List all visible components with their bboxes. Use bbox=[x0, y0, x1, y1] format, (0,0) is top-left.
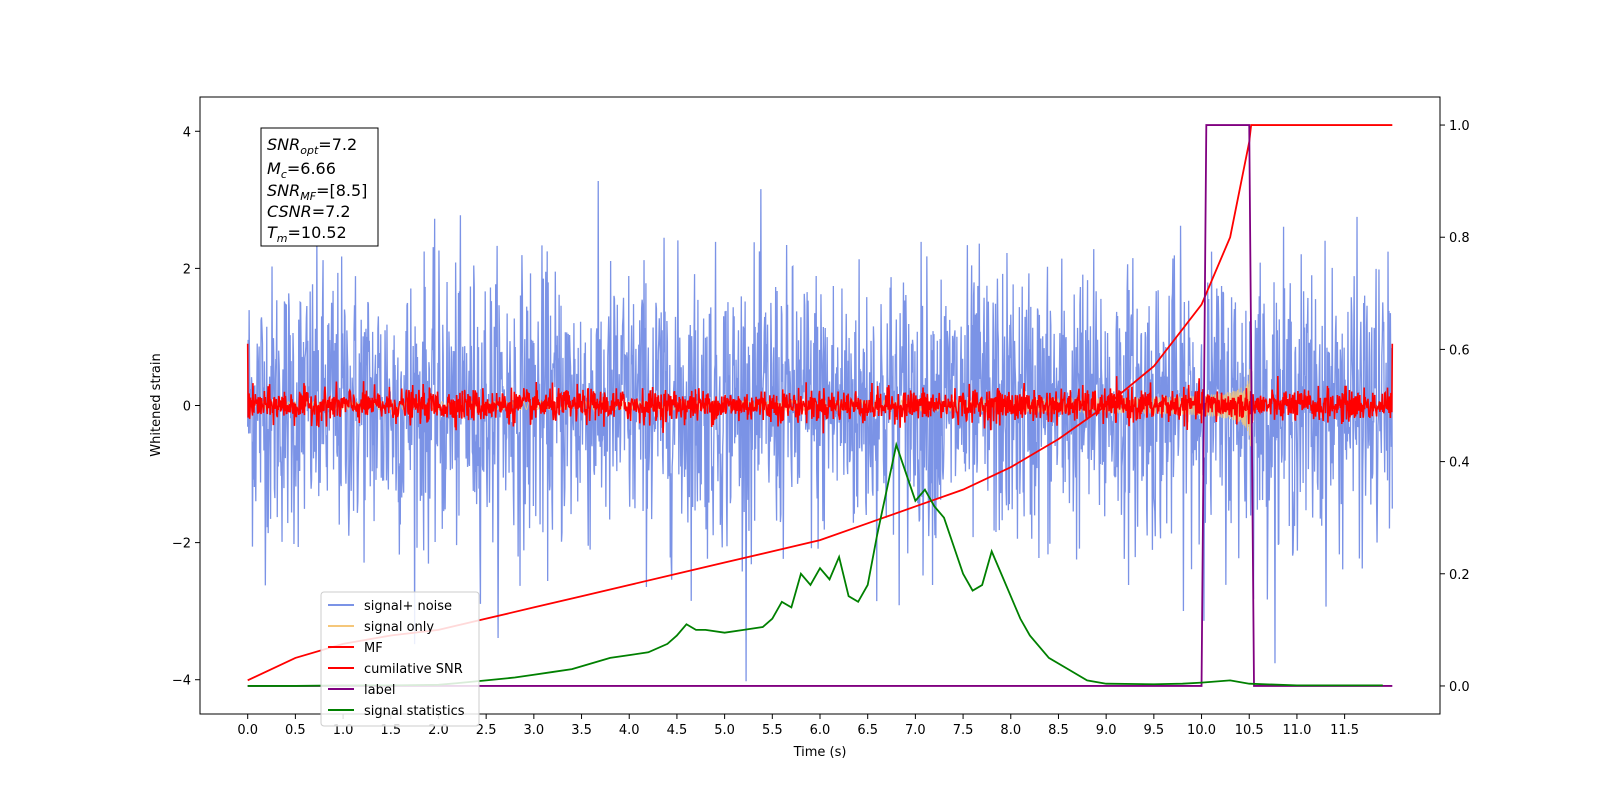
info-mc-sub: c bbox=[281, 168, 287, 181]
legend-entry: MF bbox=[364, 641, 383, 656]
x-tick-label: 9.5 bbox=[1144, 723, 1165, 738]
x-tick-label: 2.5 bbox=[476, 723, 497, 738]
y-tick-label: 0 bbox=[183, 400, 191, 415]
x-tick-label: 3.0 bbox=[524, 723, 545, 738]
legend: signal+ noise signal only MF cumilative SNR… bbox=[320, 591, 480, 727]
info-csnr: CSNR=7.2 bbox=[267, 202, 351, 221]
x-tick-label: 6.5 bbox=[857, 723, 878, 738]
x-tick-label: 10.5 bbox=[1235, 723, 1264, 738]
x-tick-label: 1.0 bbox=[333, 723, 354, 738]
x-tick-label: 8.5 bbox=[1048, 723, 1069, 738]
y-right-tick-label: 0.8 bbox=[1449, 231, 1470, 246]
x-tick-label: 1.5 bbox=[380, 723, 401, 738]
series-line-mf bbox=[246, 343, 1394, 434]
info-mc-base: M bbox=[267, 159, 281, 178]
info-snr-opt-value: =7.2 bbox=[318, 135, 357, 154]
info-snr-mf-value: =[8.5] bbox=[316, 181, 367, 200]
x-tick-label: 5.5 bbox=[762, 723, 783, 738]
x-tick-label: 11.5 bbox=[1330, 723, 1359, 738]
y-right-tick-label: 0.4 bbox=[1449, 456, 1470, 471]
y-tick-label: −2 bbox=[172, 537, 191, 552]
info-tm-base: T bbox=[267, 223, 278, 242]
info-snr-mf-base: SNR bbox=[267, 181, 300, 200]
x-tick-label: 3.5 bbox=[571, 723, 592, 738]
info-snr-mf: SNRMF=[8.5] bbox=[267, 181, 367, 203]
info-snr-opt-base: SNR bbox=[267, 135, 300, 154]
info-snr-opt-sub: opt bbox=[300, 144, 319, 157]
x-tick-label: 4.0 bbox=[619, 723, 640, 738]
x-tick-label: 5.0 bbox=[714, 723, 735, 738]
x-tick-label: 11.0 bbox=[1282, 723, 1311, 738]
x-tick-label: 7.0 bbox=[905, 723, 926, 738]
y-right-tick-label: 0.0 bbox=[1449, 680, 1470, 695]
info-mc: Mc=6.66 bbox=[267, 159, 336, 181]
legend-entry: signal only bbox=[364, 620, 434, 635]
x-tick-label: 8.0 bbox=[1000, 723, 1021, 738]
y-axis-left: −4 −2 0 2 4 bbox=[172, 125, 200, 689]
y-axis-label: Whitened strain bbox=[149, 353, 164, 456]
x-tick-label: 0.0 bbox=[237, 723, 258, 738]
info-tm-sub: m bbox=[277, 232, 288, 245]
x-tick-label: 9.0 bbox=[1096, 723, 1117, 738]
series-line-signal-statistics bbox=[247, 441, 1383, 687]
info-tm-value: =10.52 bbox=[288, 223, 347, 242]
y-tick-label: −4 bbox=[172, 674, 191, 689]
info-mc-value: =6.66 bbox=[287, 159, 336, 178]
info-box-frame bbox=[260, 127, 379, 247]
info-csnr-value: =7.2 bbox=[312, 202, 351, 221]
info-csnr-base: CSNR bbox=[267, 202, 312, 221]
legend-entry: cumilative SNR bbox=[364, 662, 463, 677]
legend-entry: signal+ noise bbox=[364, 599, 452, 614]
y-tick-label: 2 bbox=[183, 262, 191, 277]
x-tick-label: 10.0 bbox=[1187, 723, 1216, 738]
legend-entry: signal statistics bbox=[364, 704, 465, 719]
y-tick-label: 4 bbox=[183, 125, 191, 140]
legend-entry: label bbox=[364, 683, 395, 698]
series-line-label bbox=[247, 124, 1393, 687]
x-tick-label: 6.0 bbox=[810, 723, 831, 738]
y-right-tick-label: 1.0 bbox=[1449, 119, 1470, 134]
x-tick-label: 4.5 bbox=[667, 723, 688, 738]
legend-frame bbox=[320, 591, 480, 727]
info-snr-opt: SNRopt=7.2 bbox=[267, 135, 357, 157]
x-tick-label: 2.0 bbox=[428, 723, 449, 738]
x-tick-label: 7.5 bbox=[953, 723, 974, 738]
y-right-tick-label: 0.2 bbox=[1449, 568, 1470, 583]
x-tick-label: 0.5 bbox=[285, 723, 306, 738]
info-tm: Tm=10.52 bbox=[267, 223, 347, 245]
info-box: SNRopt=7.2 Mc=6.66 SNRMF=[8.5] CSNR=7.2 … bbox=[260, 127, 379, 247]
y-axis-right: 0.0 0.2 0.4 0.6 0.8 1.0 bbox=[1440, 119, 1470, 695]
info-snr-mf-sub: MF bbox=[300, 190, 316, 203]
x-axis-label: Time (s) bbox=[793, 745, 847, 760]
x-axis: 0.0 0.5 1.0 1.5 2.0 2.5 3.0 3.5 4.0 4.5 5.0 5.5 6.0 6… bbox=[237, 714, 1359, 738]
y-right-tick-label: 0.6 bbox=[1449, 343, 1470, 358]
